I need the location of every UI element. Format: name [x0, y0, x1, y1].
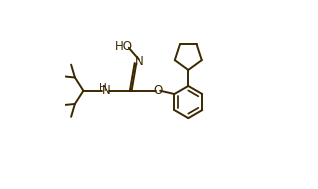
Text: H: H — [99, 83, 107, 93]
Text: O: O — [153, 84, 163, 97]
Text: HO: HO — [115, 40, 133, 53]
Text: N: N — [135, 55, 144, 68]
Text: N: N — [102, 84, 111, 97]
